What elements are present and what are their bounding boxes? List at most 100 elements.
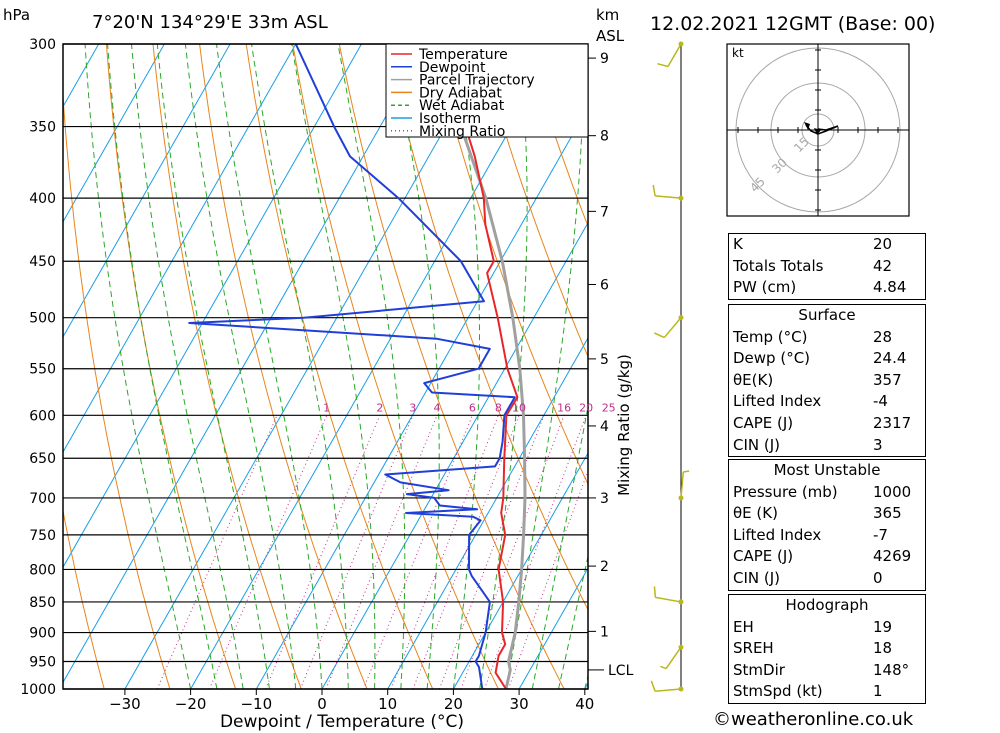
legend-label: Mixing Ratio (419, 124, 505, 140)
mixing-ratio-line (265, 415, 381, 689)
wind-barb (657, 41, 684, 68)
km-label: km (596, 6, 619, 24)
dry-adiabat-line (478, 44, 588, 358)
surface-row-li: Lifted Index -4 (733, 392, 888, 411)
mixing-ratio-value-label: 3 (409, 401, 416, 414)
location-title: 7°20'N 134°29'E 33m ASL (92, 12, 328, 33)
index-row-k: K 20 (733, 235, 893, 253)
surface-row-temp: Temp (°C) 28 (733, 327, 893, 346)
isotherm-line (518, 567, 588, 689)
legend-label: Isotherm (419, 111, 481, 127)
pressure-tick-label: 1000 (20, 682, 56, 698)
legend-label: Parcel Trajectory (419, 73, 535, 89)
mixing-ratio-line (363, 415, 473, 689)
pressure-tick-label: 550 (29, 362, 56, 378)
pressure-tick-label: 850 (29, 595, 56, 611)
pressure-tick-label: 600 (29, 408, 56, 424)
temperature-tick-label: 40 (575, 695, 594, 713)
wind-barb (660, 644, 684, 670)
copyright-symbol: © (713, 709, 731, 730)
mu-row-cin: CIN (J) 0 (733, 568, 883, 587)
mixing-ratio-value-label: 20 (579, 401, 593, 414)
pressure-tick-label: 450 (29, 254, 56, 270)
credit-footer: ©weatheronline.co.uk (713, 709, 913, 730)
wet-adiabat-line (291, 44, 376, 689)
wet-adiabat-line (107, 44, 218, 689)
dewpoint-profile-line (188, 44, 516, 689)
mu-row-li: Lifted Index -7 (733, 525, 888, 544)
mixing-ratio-value-label: 2 (376, 401, 383, 414)
hodo-row-stmspd: StmSpd (kt) 1 (733, 682, 883, 701)
temperature-tick-label: 20 (444, 695, 463, 713)
wind-barb (650, 680, 684, 693)
isotherm-line (63, 44, 231, 338)
hodo-row-stmdir: StmDir 148° (733, 660, 910, 679)
datetime-label: 12.02.2021 12GMT (Base: 00) (650, 13, 935, 35)
mixing-ratio-value-label: 6 (469, 401, 476, 414)
mu-row-pressure: Pressure (mb) 1000 (733, 482, 912, 501)
pressure-tick-label: 800 (29, 562, 56, 578)
hodograph-unit-label: kt (732, 46, 744, 60)
asl-label: ASL (596, 27, 625, 45)
mixing-ratio-value-label: 4 (433, 401, 440, 414)
wind-barb (653, 586, 684, 605)
legend-label: Dewpoint (419, 60, 486, 76)
temperature-tick-label: −10 (240, 695, 272, 713)
hodograph-table: Hodograph EH 19 SREH 18 StmDir 148° StmSpd … (728, 594, 926, 704)
km-tick-label: 9 (600, 51, 609, 67)
mixing-ratio-line (460, 415, 565, 689)
km-tick-label: 1 (600, 624, 609, 640)
temperature-tick-label: 30 (510, 695, 529, 713)
dry-adiabat-line (63, 508, 105, 689)
mixing-ratio-value-label: 8 (495, 401, 502, 414)
hodograph-trace (805, 124, 839, 135)
most-unstable-table: Most Unstable Pressure (mb) 1000 θE (K) 36… (728, 459, 926, 591)
isotherm-line (190, 44, 560, 689)
surface-row-cape: CAPE (J) 2317 (733, 413, 912, 432)
pressure-tick-label: 400 (29, 191, 56, 207)
legend-label: Dry Adiabat (419, 85, 502, 101)
dry-adiabat-line (292, 44, 499, 689)
km-tick-label: 4 (600, 419, 609, 435)
pressure-tick-label: 650 (29, 451, 56, 467)
pressure-tick-label: 300 (29, 37, 56, 53)
temperature-tick-label: 10 (378, 695, 397, 713)
pressure-tick-label: 350 (29, 120, 56, 136)
axes-labels: 3003504004505005506006507007508008509009… (20, 37, 633, 732)
x-axis-label: Dewpoint / Temperature (°C) (220, 712, 464, 732)
dry-adiabat-line (432, 44, 588, 486)
isotherm-line (387, 336, 588, 689)
temperature-tick-label: −20 (175, 695, 207, 713)
mixing-ratio-axis-label: Mixing Ratio (g/kg) (615, 354, 633, 496)
mixing-ratio-line (299, 415, 414, 689)
km-tick-label: 5 (600, 352, 609, 368)
surface-row-cin: CIN (J) 3 (733, 435, 883, 454)
km-tick-label: 7 (600, 204, 609, 220)
credit-text: weatheronline.co.uk (731, 709, 914, 730)
plot-frame (62, 43, 589, 690)
surface-table: Surface Temp (°C) 28 Dewp (°C) 24.4 θE(K) 3… (728, 304, 926, 458)
hodograph-marker (804, 122, 810, 130)
mixing-ratio-line (439, 415, 545, 689)
mixing-ratio-value-label: 25 (602, 401, 616, 414)
mixing-ratio-line (156, 415, 278, 689)
wind-profile (650, 41, 690, 693)
mixing-ratio-value-label: 16 (557, 401, 571, 414)
pressure-tick-label: 500 (29, 311, 56, 327)
wet-adiabat-line (251, 44, 349, 689)
isotherm-line (63, 44, 165, 223)
index-row-totals: Totals Totals 42 (733, 256, 893, 275)
mu-row-thetae: θE (K) 365 (733, 504, 902, 523)
isobar-lines (63, 43, 588, 690)
km-tick-label: 8 (600, 129, 609, 145)
parcel-trajectory-line (422, 44, 527, 689)
pressure-tick-label: 700 (29, 491, 56, 507)
mixing-ratio-line (209, 415, 328, 689)
km-tick-label: 2 (600, 559, 609, 575)
surface-heading: Surface (798, 306, 856, 324)
hodograph-marker (814, 128, 821, 135)
wind-barb (654, 315, 684, 339)
isotherm-line (255, 106, 588, 689)
